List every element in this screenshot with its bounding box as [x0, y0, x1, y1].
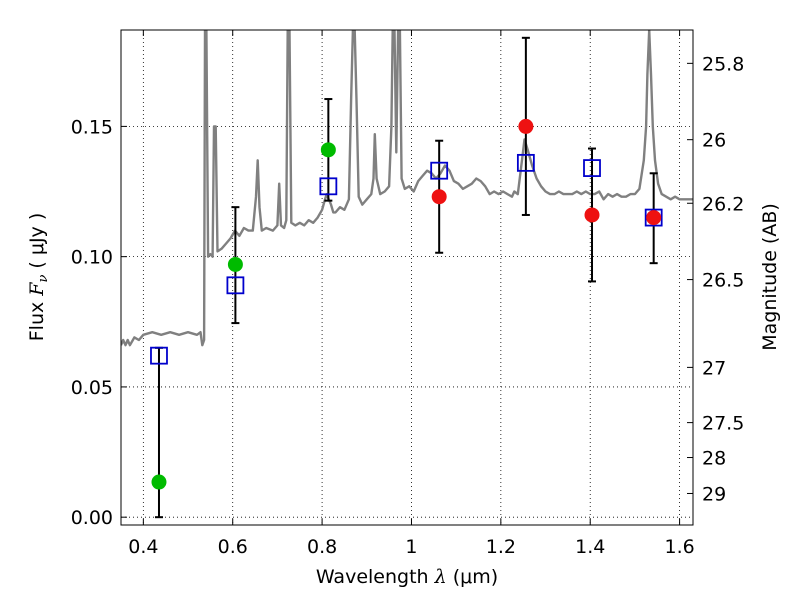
model-point-square	[430, 161, 449, 180]
observed-point-red	[431, 189, 447, 205]
x-tick-label: 1.2	[486, 536, 516, 558]
model-point-square	[583, 159, 601, 177]
y-tick-label: 0.00	[71, 507, 113, 529]
model-point-square	[516, 153, 535, 172]
spectrum-line	[121, 30, 693, 347]
axes: 0.4 0.6 0.8 1 1.2 1.4 1.6 0.00 0.05 0.10 0.15 25.8 2…	[71, 30, 744, 558]
x-tick-label: 0.8	[307, 536, 337, 558]
y2-tick-label: 26.5	[702, 270, 744, 292]
y-axis-label-subscript: ν	[36, 275, 51, 283]
x-tick-label: 1.4	[575, 536, 605, 558]
y2-tick-label: 26.2	[702, 193, 744, 215]
data-layer	[121, 30, 693, 519]
y-axis-label: Flux Fν ( μJy )	[26, 213, 51, 342]
x-tick-label: 1.6	[664, 536, 694, 558]
x-axis-label-unit: (μm)	[447, 566, 498, 588]
y2-tick-label: 29	[702, 483, 726, 505]
y2-axis-label: Magnitude (AB)	[759, 203, 781, 351]
observed-point-red	[518, 118, 534, 134]
y2-tick-label: 27.5	[702, 413, 744, 435]
y2-tick-label: 26	[702, 130, 726, 152]
y-axis-label-prefix: Flux	[26, 296, 48, 342]
observed-point-green	[151, 474, 167, 490]
x-tick-label: 1	[405, 536, 417, 558]
observed-point-green	[227, 256, 243, 272]
grid-lines	[121, 30, 693, 525]
x-tick-label: 0.6	[218, 536, 248, 558]
plot-frame	[120, 29, 694, 526]
y2-tick-label: 27	[702, 357, 726, 379]
observed-point-red	[646, 210, 662, 226]
y-axis-label-unit: ( μJy )	[26, 213, 48, 275]
model-point-square	[226, 276, 245, 295]
observed-point-green	[320, 142, 336, 158]
x-axis-label-prefix: Wavelength	[316, 566, 435, 588]
x-axis-label: Wavelength λ (μm)	[316, 566, 498, 588]
y2-tick-label: 25.8	[702, 53, 744, 75]
y-tick-label: 0.10	[71, 247, 113, 269]
y-tick-label: 0.15	[71, 116, 113, 138]
model-point-square	[150, 346, 168, 365]
model-point-square	[644, 208, 663, 227]
y-tick-label: 0.05	[71, 377, 113, 399]
x-axis-label-symbol: λ	[434, 566, 447, 588]
model-point-square	[319, 177, 338, 196]
y2-tick-label: 28	[702, 448, 726, 470]
x-tick-label: 0.4	[128, 536, 158, 558]
observed-point-red	[584, 207, 600, 223]
y-axis-label-symbol: F	[26, 282, 48, 297]
